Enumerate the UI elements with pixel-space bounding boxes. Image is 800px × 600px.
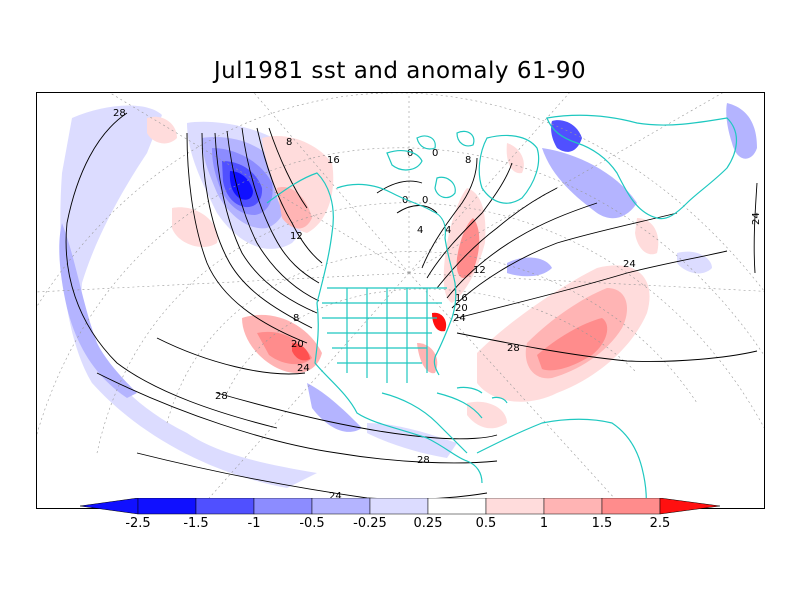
colorbar-swatch [369, 498, 429, 515]
contour-24-atlantic [456, 250, 728, 319]
map-title: Jul1981 sst and anomaly 61-90 [213, 58, 587, 84]
contour-label: 16 [455, 293, 468, 304]
anomaly-nepacific-core [229, 171, 253, 200]
anomaly-hudson-negative [551, 120, 582, 152]
sst-contours [65, 112, 758, 500]
colorbar-tick-label: -0.25 [353, 516, 387, 531]
contour-label: 8 [465, 155, 471, 166]
graticule [37, 93, 764, 508]
anomaly-west-pacific-band [59, 223, 138, 398]
colorbar-tick-label: 0.25 [413, 516, 443, 531]
contour-label: 4 [417, 225, 423, 236]
greenland-coast [478, 134, 540, 204]
colorbar-swatch [485, 498, 545, 515]
colorbar-tick-label: 1 [539, 516, 549, 531]
contour-label: 8 [293, 313, 299, 324]
contour-label-group: 28 8 12 16 20 24 8 12 16 20 24 28 28 28 … [113, 108, 762, 502]
north-america-coast [266, 172, 483, 484]
negative-anomaly-shading [59, 103, 757, 488]
contour-label: 12 [473, 265, 486, 276]
colorbar-tick-label: 2.5 [649, 516, 671, 531]
contour-label: 24 [329, 491, 342, 502]
anomaly-gulfstream-positive [432, 312, 447, 332]
sst-anomaly-map: 28 8 12 16 20 24 8 12 16 20 24 28 28 28 … [37, 93, 764, 508]
colorbar-swatch [253, 498, 313, 515]
anomaly-greenland-positive-mid [456, 218, 480, 278]
colorbar-swatch [427, 498, 487, 515]
contour-label: 28 [507, 343, 520, 354]
colorbar-swatch [311, 498, 371, 515]
anomaly-nwatlantic-positive [506, 143, 524, 174]
hudson-bay-coast [434, 176, 456, 199]
europe-coast [546, 114, 737, 220]
contour-label: 12 [290, 231, 303, 242]
contour-label: 28 [113, 108, 126, 119]
colorbar-swatch [137, 498, 197, 515]
anomaly-mexico-negative [367, 423, 457, 458]
anomaly-europe-negative [726, 103, 757, 159]
contour-label: 24 [453, 313, 466, 324]
anomaly-ne-atlantic-positive [635, 218, 659, 255]
contour-label: 16 [327, 155, 340, 166]
anomaly-alaska-positive-mid [277, 187, 312, 229]
central-america-coast [381, 392, 483, 454]
contour-label: 0 [402, 195, 408, 206]
contour-28-west [65, 112, 278, 429]
colorbar-tick-label: -2.5 [125, 516, 151, 531]
anomaly-alaska-positive [262, 135, 334, 233]
colorbar [80, 498, 720, 515]
colorbar-tick-label: -1.5 [183, 516, 209, 531]
anomaly-pacific-warm [172, 207, 218, 248]
caribbean-islands [456, 386, 508, 404]
contour-label: 0 [422, 195, 428, 206]
south-america-coast [476, 418, 647, 508]
contour-label: 20 [455, 303, 468, 314]
contour-label: 20 [291, 339, 304, 350]
colorbar-tick-label: -1 [247, 516, 261, 531]
contour-label: 0 [407, 148, 413, 159]
canada-arctic-islands [386, 130, 475, 171]
contour-label: 24 [751, 212, 762, 225]
colorbar-tick-label: 0.5 [475, 516, 497, 531]
colorbar-tick-label: 1.5 [591, 516, 613, 531]
contour-label: 28 [215, 391, 228, 402]
map-panel: 28 8 12 16 20 24 8 12 16 20 24 28 28 28 … [36, 92, 765, 509]
anomaly-bering-positive [147, 116, 177, 144]
contour-label: 24 [297, 363, 310, 374]
anomaly-california-positive-strong [292, 343, 310, 361]
contour-label: 8 [286, 137, 292, 148]
contour-label: 24 [623, 259, 636, 270]
contour-label: 4 [445, 225, 451, 236]
contour-label: 0 [432, 148, 438, 159]
coastlines [266, 114, 737, 508]
colorbar-lower-arrow [80, 498, 139, 515]
positive-anomaly-shading [147, 116, 659, 429]
colorbar-upper-arrow [659, 498, 720, 515]
anomaly-caribbean-positive [467, 401, 507, 429]
colorbar-swatch [543, 498, 603, 515]
us-states-grid [322, 287, 447, 383]
anomaly-baja-negative [307, 383, 362, 432]
colorbar-tick-label: -0.5 [299, 516, 325, 531]
contour-label: 28 [417, 455, 430, 466]
anomaly-east-atlantic-faint [677, 251, 712, 274]
colorbar-swatch [601, 498, 661, 515]
colorbar-swatch [195, 498, 255, 515]
anomaly-central-atlantic-mid [537, 318, 608, 371]
anomaly-labrador-negative [542, 148, 637, 219]
anomaly-atlantic-negative [507, 257, 552, 277]
